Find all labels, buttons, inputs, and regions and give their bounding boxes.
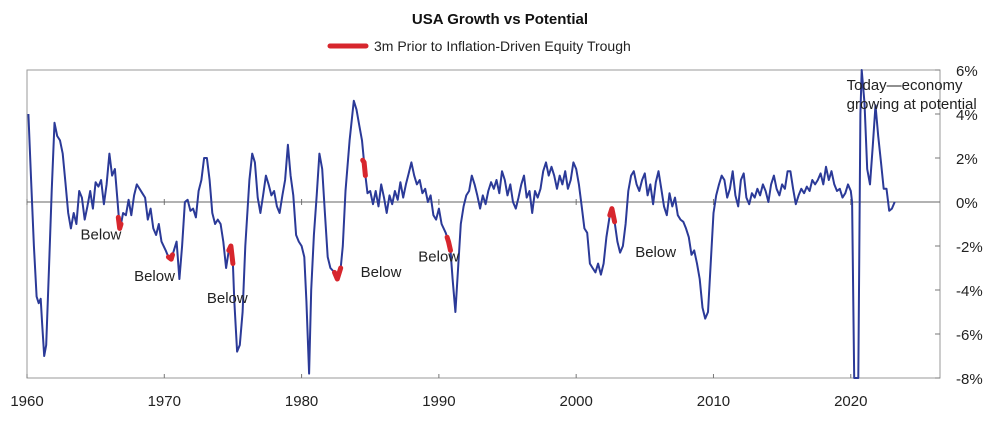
highlight-segment-6 bbox=[607, 206, 618, 225]
x-tick-label-2000: 2000 bbox=[559, 393, 592, 410]
y-axis: 6% 4% 2% 0% -2% -4% -6% -8% bbox=[935, 63, 983, 388]
annotation-today-line-0: Today—economy bbox=[847, 77, 963, 94]
highlight-segment-1 bbox=[165, 252, 175, 262]
x-tick-label-2020: 2020 bbox=[834, 393, 867, 410]
annotation-below-2: Below bbox=[207, 290, 248, 307]
x-tick-label-1960: 1960 bbox=[10, 393, 43, 410]
annotation-below-3: Below bbox=[361, 264, 402, 281]
series-line-growth-vs-potential bbox=[27, 69, 896, 379]
annotation-below-5: Below bbox=[635, 244, 676, 261]
highlight-segment-3 bbox=[332, 265, 344, 282]
x-tick-label-2010: 2010 bbox=[697, 393, 730, 410]
highlight-segments bbox=[115, 157, 618, 282]
highlight-segment-5 bbox=[444, 234, 453, 253]
y-tick-label-7: -8% bbox=[956, 371, 983, 388]
annotations: Below Below Below Below Below Below Today—econ… bbox=[81, 77, 977, 307]
legend: 3m Prior to Inflation-Driven Equity Trou… bbox=[327, 38, 631, 54]
annotation-today-line-1: growing at potential bbox=[847, 96, 977, 113]
annotation-today: Today—economy growing at potential bbox=[847, 77, 977, 113]
plot-frame bbox=[26, 69, 941, 379]
x-axis: 1960 1970 1980 1990 2000 2010 2020 bbox=[10, 199, 867, 410]
y-tick-label-3: 0% bbox=[956, 195, 978, 212]
annotation-below-1: Below bbox=[134, 268, 175, 285]
y-tick-label-0: 6% bbox=[956, 63, 978, 80]
y-tick-label-2: 2% bbox=[956, 151, 978, 168]
chart-title: USA Growth vs Potential bbox=[412, 11, 588, 28]
highlight-segment-0 bbox=[115, 214, 124, 231]
y-tick-label-1: 4% bbox=[956, 107, 978, 124]
annotation-below-4: Below bbox=[418, 248, 459, 265]
highlight-segment-4 bbox=[360, 157, 368, 179]
legend-label: 3m Prior to Inflation-Driven Equity Trou… bbox=[374, 38, 631, 54]
x-tick-label-1990: 1990 bbox=[422, 393, 455, 410]
y-tick-label-6: -6% bbox=[956, 327, 983, 344]
y-tick-label-4: -2% bbox=[956, 239, 983, 256]
highlight-segment-2 bbox=[226, 243, 236, 267]
x-tick-label-1980: 1980 bbox=[285, 393, 318, 410]
annotation-below-0: Below bbox=[81, 226, 122, 243]
x-tick-label-1970: 1970 bbox=[148, 393, 181, 410]
y-tick-label-5: -4% bbox=[956, 283, 983, 300]
